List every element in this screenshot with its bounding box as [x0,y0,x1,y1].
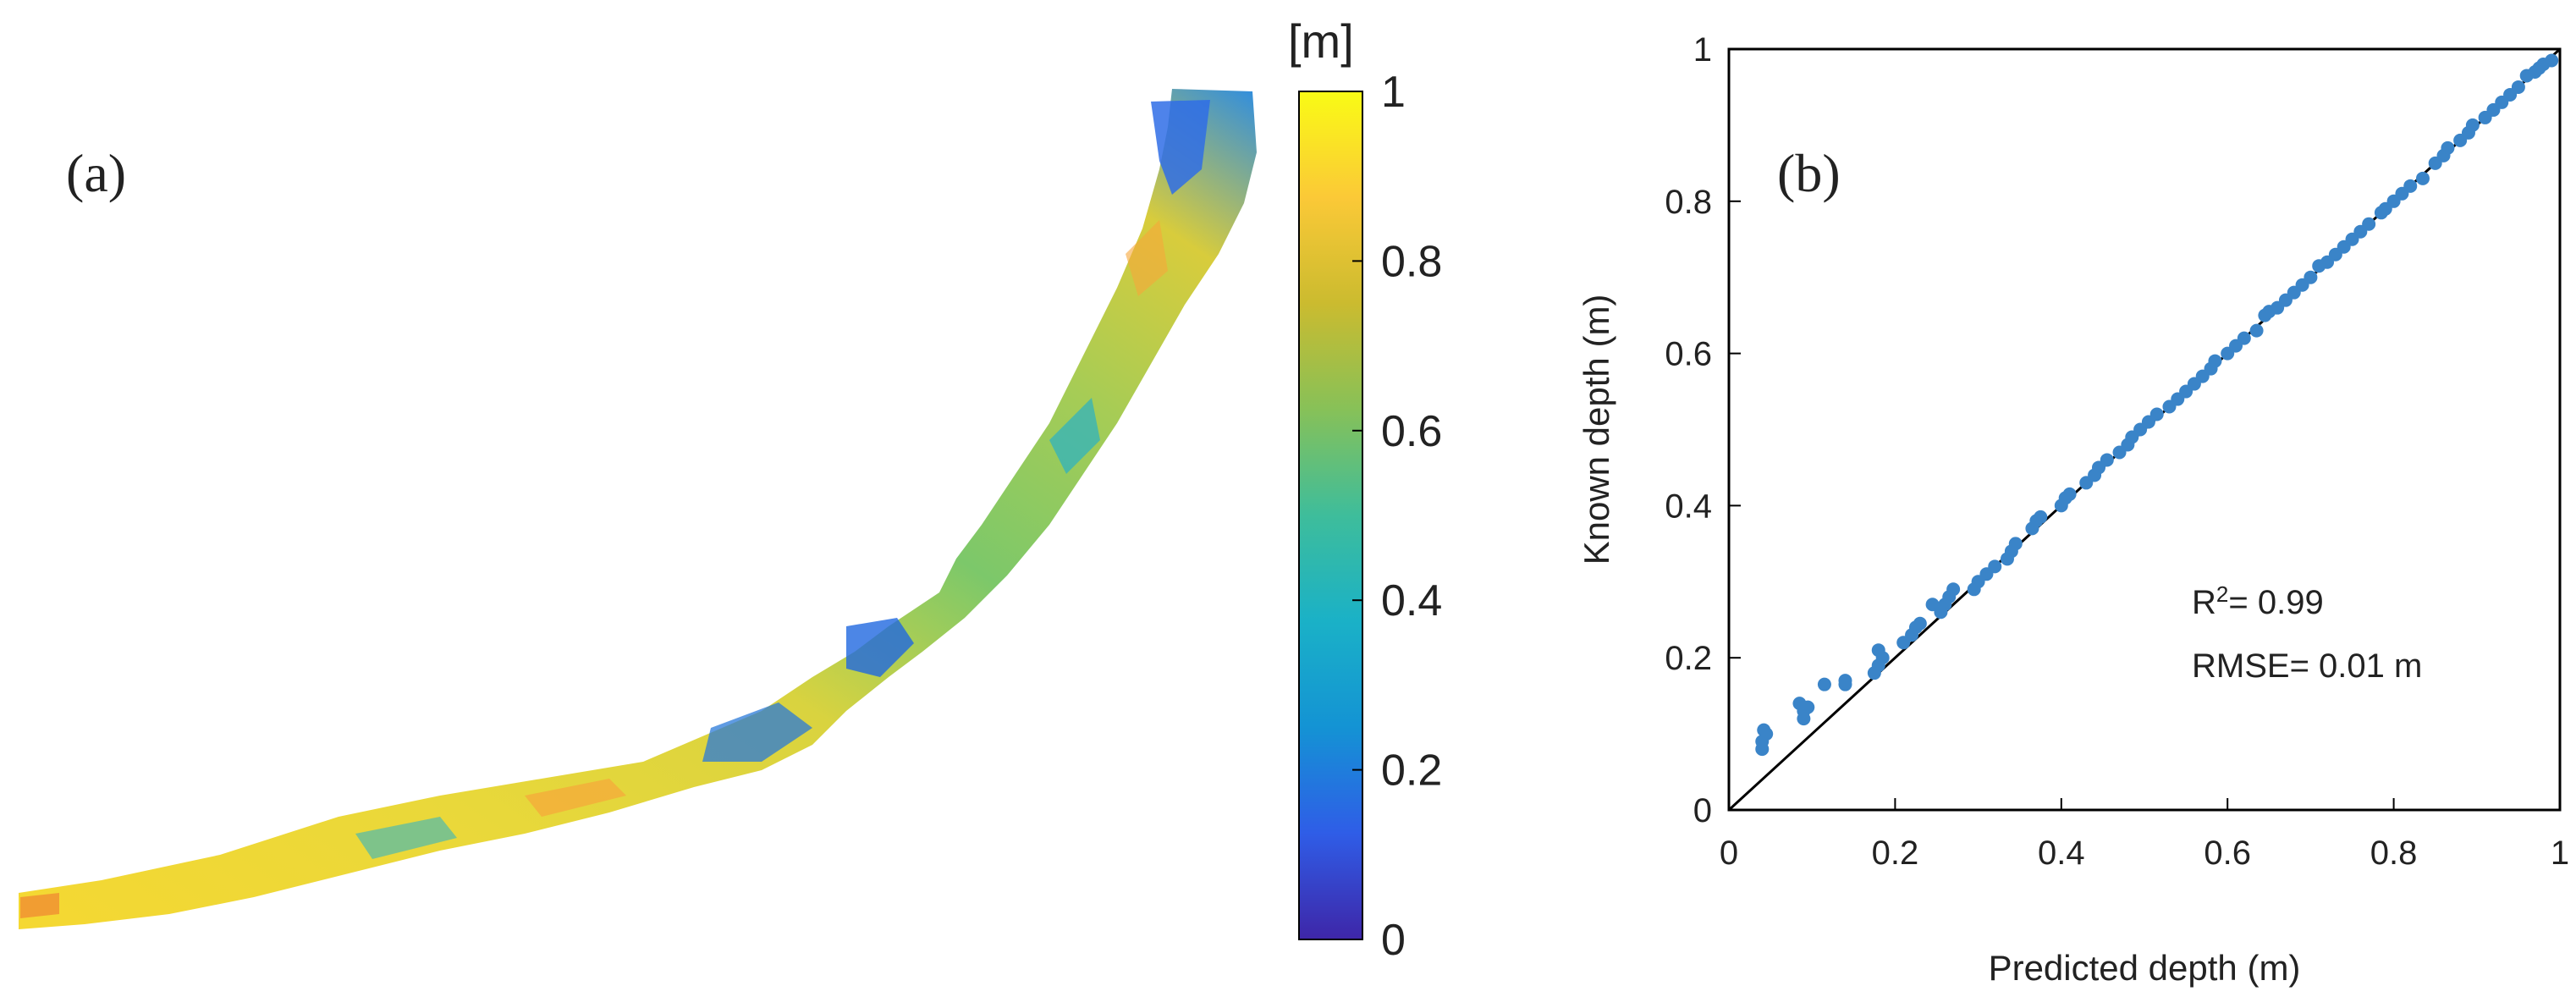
scatter-chart: 0 0.2 0.4 0.6 0.8 1 0 0.2 0.4 0.6 0.8 1 Predicted de… [1577,31,2569,988]
scatter-point [2441,140,2455,155]
scatter-point [2034,510,2048,524]
deep-patch [525,779,626,817]
y-axis-label: Known depth (m) [1577,295,1616,565]
scatter-point [2062,487,2077,501]
deep-patch [1126,220,1168,296]
scatter-point [2100,453,2114,467]
river-channel [19,89,1257,929]
x-tick-label: 0 [1720,835,1738,872]
scatter-point [2149,407,2164,421]
x-tick-label: 0.2 [1872,835,1919,872]
y-tick-label: 0.6 [1665,336,1712,373]
colorbar-tick-label: 0.4 [1381,576,1442,625]
scatter-point [1913,616,1927,631]
y-tick-label: 0.8 [1665,184,1712,221]
scatter-point [2362,217,2376,231]
x-tick-label: 0.4 [2038,835,2085,872]
scatter-point [1988,559,2002,574]
x-tick-label: 0.6 [2204,835,2251,872]
colorbar-tick-label: 0.6 [1381,407,1442,456]
scatter-point [2249,323,2264,338]
scatter-point [1792,697,1807,711]
scatter-point [1871,643,1885,658]
scatter-point [1838,674,1852,688]
colorbar-tick-label: 0.2 [1381,746,1442,796]
y-tick-label: 0.4 [1665,487,1712,525]
plot-area: 0 0.2 0.4 0.6 0.8 1 0 0.2 0.4 0.6 0.8 1 Predicted de… [1577,31,2569,988]
colorbar-ticks: 0 0.2 0.4 0.6 0.8 1 [1352,68,1442,965]
scatter-point [2465,118,2480,132]
y-tick-label: 0 [1693,792,1712,829]
shallow-patch [1049,398,1100,474]
plot-frame [1727,47,2562,812]
shallow-patch [702,702,812,762]
colorbar-tick-label: 1 [1381,68,1406,117]
scatter-point [2403,179,2418,193]
colorbar-unit: [m] [1288,14,1354,68]
scatter-point [2237,331,2251,345]
y-tick-label: 1 [1693,31,1712,69]
deep-patch [20,893,59,918]
r2-annotation: R2= 0.99 [2192,581,2324,621]
x-tick-label: 1 [2551,835,2569,872]
scatter-point [2545,53,2559,68]
colorbar-tick-label: 0 [1381,916,1406,965]
panel-label-a: (a) [66,143,127,203]
scatter-point [2008,537,2023,551]
x-axis-label: Predicted depth (m) [1989,948,2301,988]
scatter-point [1946,582,1961,597]
scatter-point [2511,80,2525,94]
colorbar-tick-label: 0.8 [1381,237,1442,286]
scatter-panel: 0 0.2 0.4 0.6 0.8 1 0 0.2 0.4 0.6 0.8 1 Predicted de… [1489,0,2576,993]
depth-map-panel: 0 0.2 0.4 0.6 0.8 1 [m] (a) [19,14,1442,965]
scatter-point [2208,354,2222,368]
colorbar-gradient [1298,91,1363,940]
rmse-annotation: RMSE= 0.01 m [2192,647,2422,685]
panel-label-b: (b) [1777,143,1841,203]
shallow-patch [1151,100,1210,195]
y-tick-label: 0.2 [1665,640,1712,677]
x-tick-label: 0.8 [2370,835,2418,872]
scatter-point [2304,270,2318,284]
river-depth-map: 0 0.2 0.4 0.6 0.8 1 [m] [19,14,1442,965]
scatter-point [2415,171,2430,185]
scatter-point [1817,677,1831,691]
scatter-point [1757,723,1771,737]
shallow-patch [846,618,914,677]
shallow-patch [355,817,457,859]
